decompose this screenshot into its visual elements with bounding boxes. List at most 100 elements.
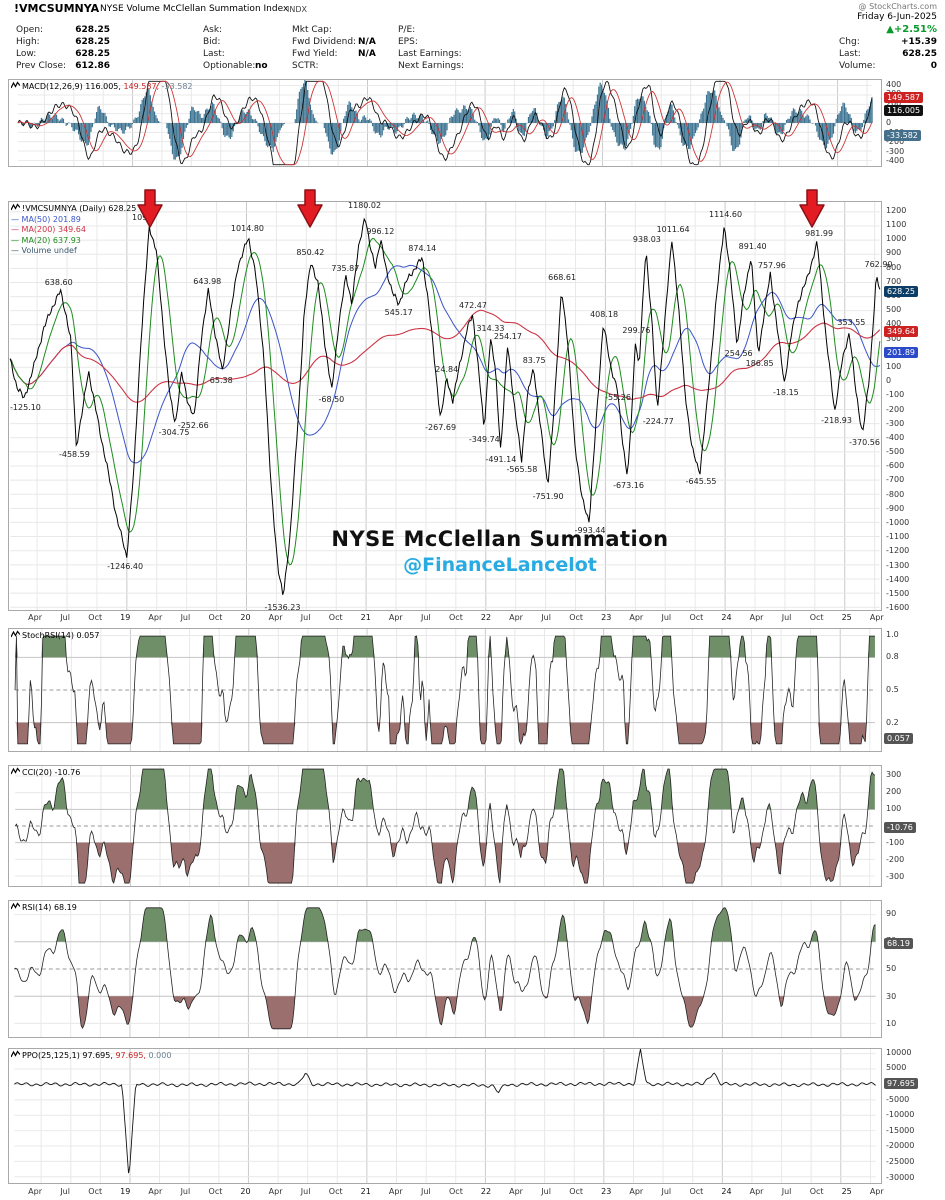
y-tick-label: 10000 [886,1047,912,1057]
y-tick-label: -15000 [886,1125,915,1135]
quote-field: SCTR: [292,60,376,72]
x-tick-label: 23 [601,1187,612,1196]
legend-text: — Volume undef [11,246,77,255]
legend-text: 149.587, [123,82,162,91]
ppo-plot [8,1048,882,1184]
indicator-icon [10,767,21,775]
quote-column-4: P/E: EPS: Last Earnings: Next Earnings: [398,24,470,72]
cci-plot [8,765,882,887]
y-tick-label: -1600 [886,603,910,613]
x-tick-label: Oct [809,613,824,622]
value-badge: 349.64 [884,325,918,337]
quote-value: +15.39 [900,37,937,47]
price-annotation: -491.14 [485,454,517,464]
y-tick-label: -100 [886,837,905,847]
price-annotation: 891.40 [738,241,767,251]
quote-value: N/A [358,49,376,59]
legend-row: RSI(14) 68.19 [10,902,77,914]
price-annotation: 762.90 [864,259,893,269]
macd-legend: MACD(12,26,9) 116.005, 149.587, -33.582 [10,81,193,93]
x-tick-label: Oct [569,1187,584,1196]
x-tick-label: Oct [449,1187,463,1196]
legend-text: 97.695, [115,1051,149,1060]
x-tick-label: Jul [661,613,672,622]
legend-text: PPO(25,125,1) 97.695, [22,1051,116,1060]
price-annotation: -18.15 [772,387,799,397]
y-tick-label: 900 [886,248,902,258]
change-percent: +2.51% [893,24,937,35]
indicator-icon [10,81,21,89]
quote-label: Bid: [203,37,221,47]
price-annotation: -252.66 [177,421,209,431]
legend-row: PPO(25,125,1) 97.695, 97.695, 0.000 [10,1050,172,1062]
cci-legend: CCI(20) -10.76 [10,767,80,779]
macd-signal-line [17,80,873,166]
price-annotation: 668.61 [548,273,577,283]
y-tick-label: -200 [886,137,905,147]
legend-text: — MA(200) 349.64 [11,225,86,234]
x-tick-label: Oct [689,1187,704,1196]
x-tick-label: Oct [689,613,704,622]
panel-macd: 4003002001000-100-200-300-400149.587116.… [0,79,945,167]
quote-value: 628.25 [902,49,937,59]
x-tick-label: Jul [180,613,191,622]
y-tick-label: -200 [886,404,905,414]
value-badge: 149.587 [884,92,924,103]
y-tick-label: -700 [886,475,905,485]
quote-field: Bid: [203,36,268,48]
legend-row: CCI(20) -10.76 [10,767,80,779]
ma200-line [9,309,881,403]
price-annotation: 353.55 [837,317,866,327]
y-tick-label: 200 [886,787,902,797]
quote-field: Fwd Yield: N/A [292,48,376,60]
macd-plot [8,79,882,167]
x-tick-label: Jul [781,1187,792,1196]
rsi-line [14,907,876,1030]
quote-label: High: [16,37,40,47]
price-annotation: -1536.23 [264,603,301,613]
price-annotation: -565.58 [506,465,538,475]
quote-field: Next Earnings: [398,60,470,72]
down-arrow-icon [137,189,164,228]
quote-field: Chg: +15.39 [839,36,937,48]
quote-label: SCTR: [292,61,319,71]
x-tick-label: Apr [268,613,283,622]
quote-label: Last: [839,49,861,59]
y-tick-label: 1200 [886,205,907,215]
x-tick-label: Apr [509,613,523,622]
x-tick-label: 21 [360,613,371,622]
price-annotation: -55.26 [605,392,631,402]
legend-row: MACD(12,26,9) 116.005, 149.587, -33.582 [10,81,193,93]
price-line [9,217,881,595]
price-annotation: -224.77 [642,417,674,427]
price-annotation: 186.85 [745,358,774,368]
price-annotation: 83.75 [522,356,546,366]
quote-field: Low: 628.25 [16,48,110,60]
y-tick-label: 1.0 [886,629,899,639]
y-tick-label: -800 [886,489,905,499]
price-annotation: 254.17 [493,332,522,342]
y-tick-label: -300 [886,418,905,428]
x-tick-label: Jul [541,613,551,622]
price-annotation: 299.76 [622,325,651,335]
x-tick-label: Apr [148,613,163,622]
quote-column-3: Mkt Cap: Fwd Dividend: N/A Fwd Yield: N/A SCT… [292,24,376,72]
rsi-legend: RSI(14) 68.19 [10,902,77,914]
quote-label: Last Earnings: [398,49,462,59]
cci-high-fill [15,769,875,810]
down-arrow-icon [297,189,324,228]
y-tick-label: -500 [886,447,905,457]
x-tick-label: Jul [541,1187,551,1196]
y-tick-label: -10000 [886,1110,915,1120]
main-legend: !VMCSUMNYA (Daily) 628.25— MA(50) 201.89… [10,203,136,257]
legend-row: — MA(200) 349.64 [11,225,136,236]
price-annotation: -304.75 [158,428,190,438]
x-tick-label: Oct [88,1187,103,1196]
quote-label: Ask: [203,25,223,35]
y-tick-label: -1300 [886,560,910,570]
y-tick-label: 0.5 [886,685,899,694]
price-annotation: 1014.80 [230,224,265,234]
legend-text: 0.000 [148,1051,172,1060]
price-annotation: 735.87 [331,263,360,273]
